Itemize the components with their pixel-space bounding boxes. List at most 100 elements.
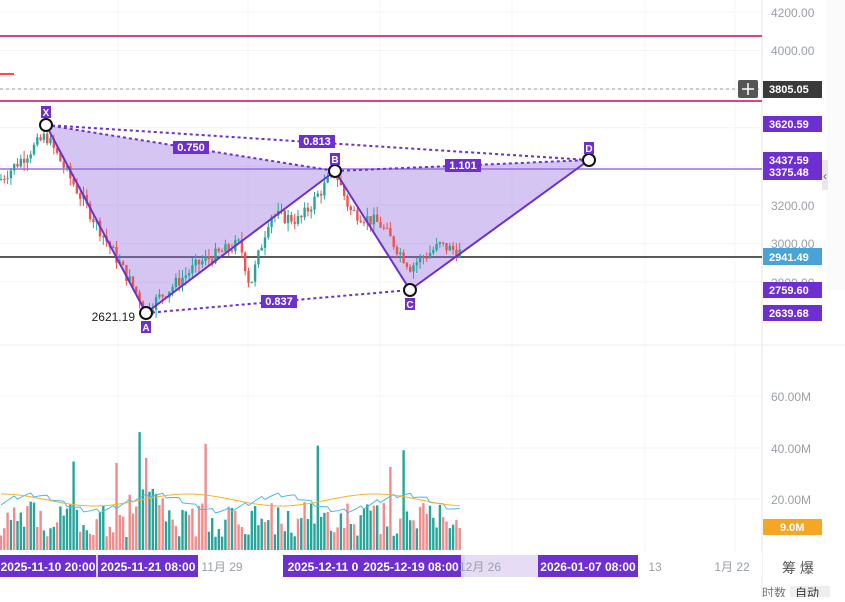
candle-body <box>181 277 184 286</box>
volume-bar <box>79 531 82 550</box>
candle-body <box>227 244 230 251</box>
candle-body <box>230 250 234 252</box>
point-b-badge <box>330 153 340 165</box>
volume-bar <box>125 537 128 550</box>
volume-bar <box>42 530 46 550</box>
price-axis: 4200.004000.003200.003000.002800.0060.00… <box>763 6 822 535</box>
volume-bar <box>310 503 313 550</box>
candle-body <box>293 221 296 224</box>
volume-bar <box>32 502 36 550</box>
price-label-text: 3620.59 <box>769 119 809 131</box>
volume-bar <box>201 503 204 550</box>
volume-bar <box>88 533 92 550</box>
candle-body <box>300 215 303 218</box>
collapse-arrow-icon: ‹ <box>823 169 827 183</box>
add-alert-button[interactable] <box>738 80 758 98</box>
volume-bar <box>263 522 267 550</box>
time-label: 13 <box>648 560 662 574</box>
candle-body <box>19 158 22 167</box>
candle-body <box>59 152 62 162</box>
candle-body <box>346 195 349 207</box>
volume-bar <box>197 505 201 550</box>
volume-bar <box>346 503 349 550</box>
volume-bar <box>39 510 42 550</box>
candle-body <box>369 216 372 225</box>
volume-bar <box>148 491 151 550</box>
side-panel-handle[interactable] <box>822 160 828 190</box>
candle-body <box>316 193 319 197</box>
candle-body <box>207 256 211 260</box>
candle-body <box>13 163 16 171</box>
volume-bar <box>164 521 168 550</box>
candle-body <box>151 309 154 312</box>
price-label-box <box>763 116 822 132</box>
volume-bar <box>303 501 306 550</box>
pattern-leg-bc <box>334 170 411 291</box>
volume-bar <box>26 505 29 550</box>
candle-body <box>26 158 29 163</box>
volume-bar <box>425 513 428 550</box>
candle-body <box>32 144 36 155</box>
volume-bar <box>356 535 359 550</box>
candle-body <box>409 266 412 272</box>
volume-bar <box>451 524 455 550</box>
volume-bar <box>445 521 448 550</box>
candle-body <box>220 251 224 253</box>
candle-body <box>92 219 95 223</box>
time-label-highlight: 2025-11-10 20:00 <box>1 560 96 574</box>
volume-bar <box>277 507 280 550</box>
crosshair-price-box <box>763 81 822 98</box>
volume-bar <box>405 511 409 550</box>
time-label-box <box>0 555 96 577</box>
candle-body <box>247 271 250 283</box>
point-x-badge <box>41 106 51 118</box>
candle-body <box>187 273 191 276</box>
volume-label-text: 9.0M <box>780 522 804 534</box>
volume-bar <box>16 521 19 550</box>
candle-body <box>138 292 141 302</box>
volume-bar <box>62 515 65 550</box>
volume-bar <box>49 528 52 550</box>
ratio-label: 1.101 <box>449 160 477 172</box>
current-price-text: 2941.49 <box>769 252 809 264</box>
volume-bar <box>168 510 171 550</box>
time-label-highlight: 2025-11-21 08:00 <box>101 560 196 574</box>
candle-body <box>191 265 194 274</box>
volume-bar <box>300 518 303 550</box>
candle-body <box>217 248 220 252</box>
candle-body <box>313 196 316 210</box>
candle-body <box>128 276 131 281</box>
tab-time: 时数 <box>762 585 786 597</box>
volume-bar <box>112 532 115 550</box>
candle-body <box>319 193 323 196</box>
candle-body <box>392 236 395 247</box>
candle-body <box>352 210 356 212</box>
volume-bar <box>415 528 418 550</box>
candle-body <box>125 265 128 281</box>
volume-bar <box>108 526 112 550</box>
point-c-badge <box>405 298 415 310</box>
candle-body <box>395 246 399 255</box>
volume-bar <box>247 534 250 550</box>
candle-body <box>46 133 49 144</box>
candle-body <box>379 221 382 228</box>
volume-bar <box>82 525 85 550</box>
triangle-bcd <box>335 160 589 290</box>
ratio-badge <box>261 295 297 308</box>
pattern-leg-cd <box>409 159 590 291</box>
candle-body <box>339 180 343 186</box>
volume-bar <box>135 506 138 550</box>
volume-bar <box>204 443 207 550</box>
candle-body <box>286 214 290 223</box>
volume-bar <box>323 512 326 550</box>
candle-body <box>154 297 158 310</box>
candle-body <box>88 203 92 220</box>
time-range-highlight-mid2 <box>465 555 538 577</box>
volume-bar <box>161 498 164 550</box>
candle-body <box>178 277 181 286</box>
volume-bar <box>313 523 316 550</box>
volume-bar <box>369 510 372 550</box>
volume-bar <box>9 519 13 550</box>
